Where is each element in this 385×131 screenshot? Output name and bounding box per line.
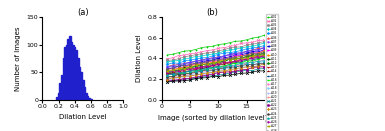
Bar: [89, 98, 90, 100]
Bar: [66, 45, 67, 100]
X-axis label: Dilation Level: Dilation Level: [59, 114, 107, 120]
Bar: [77, 58, 79, 100]
Bar: [74, 47, 75, 100]
Bar: [69, 36, 70, 100]
Bar: [58, 93, 59, 100]
Y-axis label: Number of Images: Number of Images: [15, 26, 21, 91]
Legend: s001, s002, s003, s004, s005, s006, s007, s008, s009, s010, s011, s012, s013, s0: s001, s002, s003, s004, s005, s006, s007…: [266, 14, 278, 131]
Bar: [79, 67, 80, 100]
Bar: [80, 72, 82, 100]
X-axis label: Image (sorted by dilation level): Image (sorted by dilation level): [158, 114, 268, 121]
Y-axis label: Dilation Level: Dilation Level: [136, 34, 142, 82]
Bar: [82, 80, 84, 100]
Bar: [84, 88, 85, 100]
Bar: [90, 99, 92, 100]
Bar: [61, 75, 62, 100]
Bar: [72, 45, 74, 100]
Bar: [63, 58, 64, 100]
Bar: [87, 96, 89, 100]
Bar: [59, 83, 61, 100]
Bar: [64, 47, 66, 100]
Bar: [67, 39, 69, 100]
Bar: [85, 93, 87, 100]
Title: (b): (b): [207, 8, 219, 17]
Bar: [75, 50, 77, 100]
Title: (a): (a): [77, 8, 89, 17]
Bar: [71, 42, 72, 100]
Bar: [56, 97, 58, 100]
